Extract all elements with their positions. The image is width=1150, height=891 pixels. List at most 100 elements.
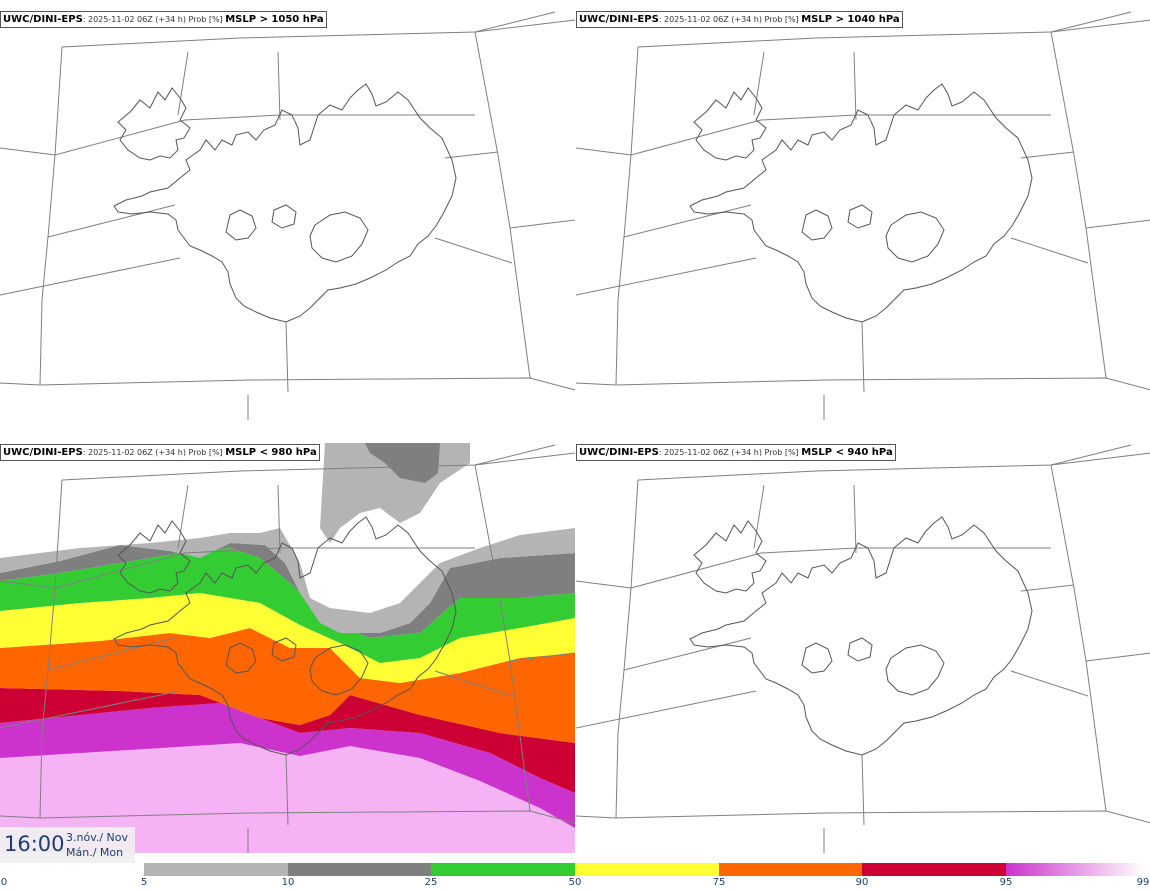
graticule-line: [444, 151, 499, 159]
map-panel-mslp-lt-940: UWC/DINI-EPS: 2025-11-02 06Z (+34 h) Pro…: [576, 433, 1150, 853]
legend-swatch: [719, 863, 862, 876]
panel-title: UWC/DINI-EPS: 2025-11-02 06Z (+34 h) Pro…: [576, 444, 896, 461]
map-panel-mslp-lt-980: UWC/DINI-EPS: 2025-11-02 06Z (+34 h) Pro…: [0, 433, 575, 853]
graticule-line: [0, 257, 181, 296]
legend-swatch: [431, 863, 575, 876]
graticule-line: [285, 754, 289, 826]
map-panel-mslp-gt-1050: UWC/DINI-EPS: 2025-11-02 06Z (+34 h) Pro…: [0, 0, 575, 420]
graticule-line: [1020, 151, 1075, 159]
legend-tick-label: 50: [568, 877, 582, 888]
graticule-line: [39, 479, 63, 819]
legend-swatch: [0, 863, 144, 876]
field-darkgray-10: [0, 543, 575, 638]
graticule-line: [576, 257, 757, 296]
graticule-line: [474, 31, 531, 379]
graticule-line: [1050, 452, 1150, 466]
graticule-line: [47, 637, 176, 671]
probability-color-legend: 0 5 10 25 50 75 90 95 99: [0, 862, 1150, 891]
valid-time-box: 16:00 3.nóv./ Nov Mán./ Mon: [0, 827, 135, 863]
graticule-line: [61, 11, 556, 48]
legend-tick-label: 0: [0, 877, 8, 888]
field-darkgray-north: [365, 443, 440, 483]
graticule-line: [1010, 237, 1089, 264]
graticule-line: [576, 690, 757, 729]
graticule-line: [576, 147, 632, 156]
panel-title: UWC/DINI-EPS: 2025-11-02 06Z (+34 h) Pro…: [576, 11, 903, 28]
map-canvas: [0, 443, 575, 853]
graticule-line: [474, 452, 575, 466]
panel-title: UWC/DINI-EPS: 2025-11-02 06Z (+34 h) Pro…: [0, 11, 327, 28]
map-canvas: [576, 11, 1150, 420]
graticule-line: [39, 377, 575, 391]
graticule-line: [615, 479, 639, 819]
graticule-line: [615, 46, 639, 386]
map-panel-mslp-gt-1040: UWC/DINI-EPS: 2025-11-02 06Z (+34 h) Pro…: [576, 0, 1150, 420]
graticule-line: [177, 51, 189, 116]
graticule-line: [1085, 652, 1150, 662]
legend-tick-label: 99: [1136, 877, 1150, 888]
legend-tick-label: 25: [424, 877, 438, 888]
graticule-line: [615, 810, 1150, 824]
graticule-line: [277, 484, 281, 554]
panel-title: UWC/DINI-EPS: 2025-11-02 06Z (+34 h) Pro…: [0, 444, 320, 461]
field-lightgray-5: [0, 528, 575, 633]
field-red-90: [0, 688, 575, 793]
graticule-line: [47, 204, 176, 238]
graticule-line: [1020, 584, 1075, 592]
graticule-line: [576, 815, 617, 819]
graticule-line: [1010, 670, 1089, 697]
map-canvas: [576, 444, 1150, 853]
graticule-line: [0, 147, 56, 156]
graticule-line: [277, 51, 281, 121]
legend-tick-label: 95: [999, 877, 1013, 888]
graticule-line: [861, 754, 865, 826]
graticule-line: [444, 584, 499, 592]
graticule-line: [630, 114, 1051, 156]
graticule-line: [1050, 31, 1107, 379]
graticule-line: [509, 219, 575, 229]
graticule-line: [434, 670, 513, 697]
graticule-line: [1050, 464, 1107, 812]
iceland-coastline: [689, 83, 1033, 323]
legend-swatch: [862, 863, 1006, 876]
legend-swatch: [144, 863, 288, 876]
graticule-line: [637, 444, 1132, 481]
graticule-line: [753, 51, 765, 116]
graticule-line: [1050, 19, 1150, 33]
legend-swatch: [1006, 863, 1144, 876]
graticule-line: [474, 19, 575, 33]
iceland-coastline: [113, 83, 457, 323]
graticule-line: [54, 547, 475, 589]
graticule-line: [576, 382, 617, 386]
graticule-line: [0, 580, 56, 589]
graticule-line: [1085, 219, 1150, 229]
graticule-line: [576, 580, 632, 589]
graticule-line: [637, 11, 1132, 48]
graticule-line: [177, 484, 189, 549]
graticule-line: [623, 204, 752, 238]
graticule-line: [861, 321, 865, 393]
graticule-line: [474, 464, 531, 812]
field-magenta-95: [0, 703, 575, 828]
graticule-line: [509, 652, 575, 662]
legend-swatch: [288, 863, 431, 876]
graticule-line: [39, 810, 575, 824]
iceland-coastline: [113, 516, 457, 756]
graticule-line: [753, 484, 765, 549]
valid-date-line2: Mán./ Mon: [66, 846, 124, 859]
map-canvas: [0, 11, 575, 420]
graticule-line: [0, 690, 181, 729]
graticule-line: [61, 444, 556, 481]
graticule-line: [630, 547, 1051, 589]
graticule-line: [39, 46, 63, 386]
legend-tick-label: 75: [712, 877, 726, 888]
graticule-line: [615, 377, 1150, 391]
field-orange-75: [0, 628, 575, 743]
graticule-line: [285, 321, 289, 393]
legend-tick-label: 90: [855, 877, 869, 888]
graticule-line: [623, 637, 752, 671]
legend-tick-label: 10: [281, 877, 295, 888]
graticule-line: [54, 114, 475, 156]
graticule-line: [853, 484, 857, 554]
legend-swatch: [575, 863, 719, 876]
